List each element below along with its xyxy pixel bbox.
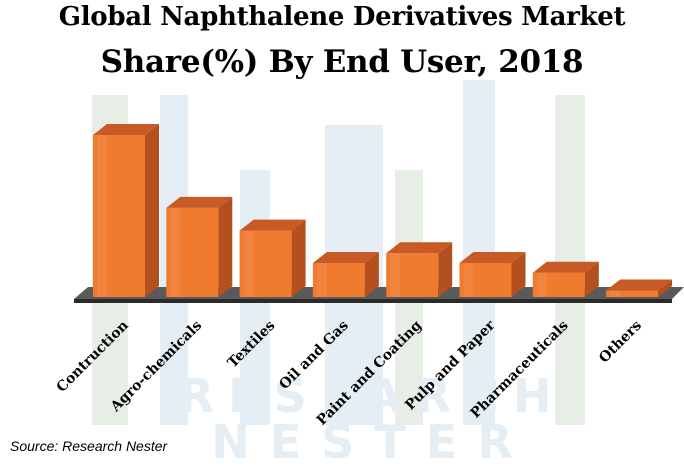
bar-layer xyxy=(93,124,673,297)
bar xyxy=(312,251,379,297)
bar xyxy=(459,251,526,297)
bar-highlight xyxy=(316,262,327,297)
bar-highlight xyxy=(390,253,401,297)
bar-top xyxy=(166,196,233,208)
watermark-text-2: NESTER xyxy=(211,415,532,465)
bar-top xyxy=(312,251,379,263)
category-label: Others xyxy=(596,317,645,366)
chart-title-line-2: Share(%) By End User, 2018 xyxy=(100,44,584,80)
bar-side xyxy=(364,251,379,297)
bar xyxy=(386,242,453,297)
bar-top xyxy=(239,219,306,231)
bar xyxy=(606,279,673,297)
bar-front xyxy=(312,262,365,297)
bar-highlight xyxy=(463,262,474,297)
bar-front xyxy=(606,290,659,297)
bar-side xyxy=(291,219,306,297)
floor-front xyxy=(74,299,672,303)
bar-front xyxy=(239,230,292,297)
watermark-column xyxy=(555,95,585,425)
chart-title-line-1: Global Naphthalene Derivatives Market xyxy=(58,2,626,32)
bar-front xyxy=(459,262,512,297)
bar-side xyxy=(145,124,159,297)
bar xyxy=(239,219,306,297)
bar-front xyxy=(386,253,439,297)
bar-highlight xyxy=(610,290,621,297)
bar xyxy=(166,196,233,297)
bar-top xyxy=(532,261,599,273)
bar-side xyxy=(658,279,673,297)
bar-side xyxy=(511,251,526,297)
bar-side xyxy=(584,261,599,297)
bar xyxy=(532,261,599,297)
bar-highlight xyxy=(170,207,181,297)
bar-side xyxy=(218,196,233,297)
bar-top xyxy=(386,242,453,254)
bar-top xyxy=(93,124,159,135)
watermark-text-1: RESEARCH xyxy=(179,369,566,423)
bar-top xyxy=(606,279,673,291)
bar-top xyxy=(459,251,526,263)
bar-front xyxy=(93,135,145,297)
bar-highlight xyxy=(536,272,547,297)
bar xyxy=(93,124,159,297)
bar-front xyxy=(532,272,585,297)
bar-highlight xyxy=(243,230,254,297)
bar-highlight xyxy=(97,135,107,297)
bar-front xyxy=(166,207,219,297)
source-note: Source: Research Nester xyxy=(10,438,168,454)
bar-side xyxy=(438,242,453,297)
